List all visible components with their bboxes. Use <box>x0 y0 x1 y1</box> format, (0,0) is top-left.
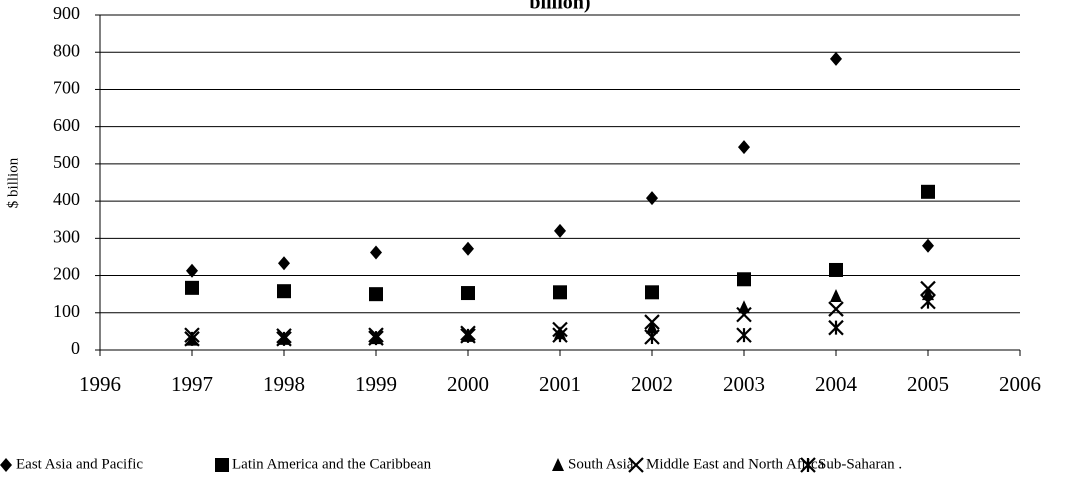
marker <box>828 319 844 336</box>
legend-marker <box>800 457 816 473</box>
legend-marker <box>552 458 564 471</box>
y-tick-label: 500 <box>53 152 80 172</box>
legend-marker <box>215 458 229 472</box>
marker <box>646 191 658 206</box>
marker <box>828 301 844 317</box>
marker <box>186 263 198 278</box>
marker <box>278 256 290 271</box>
legend-marker <box>0 458 12 472</box>
y-tick-label: 0 <box>71 338 80 358</box>
marker <box>922 238 934 253</box>
marker <box>737 272 751 287</box>
x-tick-label: 1998 <box>263 372 305 396</box>
x-tick-label: 1996 <box>79 372 121 396</box>
marker <box>553 285 567 300</box>
marker <box>920 280 936 297</box>
y-tick-label: 200 <box>53 264 80 284</box>
y-tick-label: 600 <box>53 115 80 135</box>
marker <box>830 289 842 303</box>
x-tick-label: 2004 <box>815 372 858 396</box>
y-tick-label: 900 <box>53 3 80 23</box>
marker <box>185 280 199 295</box>
legend-label: Latin America and the Caribbean <box>232 456 432 472</box>
marker <box>184 331 200 347</box>
marker <box>736 306 752 323</box>
legend-label: South Asia <box>568 456 634 472</box>
x-tick-label: 1999 <box>355 372 397 396</box>
marker <box>552 327 568 343</box>
marker <box>644 314 660 330</box>
marker <box>922 287 934 301</box>
x-tick-label: 2000 <box>447 372 489 396</box>
legend-label: East Asia and Pacific <box>16 456 143 472</box>
marker <box>920 293 936 310</box>
marker <box>276 331 292 347</box>
marker <box>461 286 475 301</box>
marker <box>462 241 474 256</box>
y-tick-label: 300 <box>53 226 80 246</box>
marker <box>460 328 476 344</box>
marker <box>829 262 843 277</box>
marker <box>736 327 752 343</box>
y-tick-label: 100 <box>53 301 80 321</box>
y-axis-label: $ billion <box>5 157 21 208</box>
marker <box>368 330 384 346</box>
marker <box>644 329 660 345</box>
y-tick-label: 700 <box>53 78 80 98</box>
legend-label: Sub-Saharan . <box>818 456 902 472</box>
marker <box>830 51 842 66</box>
marker <box>738 300 750 314</box>
legend-label: Middle East and North Africa <box>646 456 825 472</box>
marker <box>369 287 383 302</box>
x-tick-label: 2001 <box>539 372 581 396</box>
marker <box>277 284 291 299</box>
x-tick-label: 2006 <box>999 372 1041 396</box>
x-tick-label: 2005 <box>907 372 949 396</box>
marker <box>921 184 935 199</box>
marker <box>738 140 750 155</box>
x-tick-label: 2002 <box>631 372 673 396</box>
y-tick-label: 400 <box>53 189 80 209</box>
marker <box>645 285 659 300</box>
legend-marker <box>628 457 644 473</box>
x-tick-label: 2003 <box>723 372 765 396</box>
marker <box>646 320 658 334</box>
chart-title: billion) <box>529 0 590 14</box>
marker <box>370 245 382 260</box>
y-tick-label: 800 <box>53 40 80 60</box>
x-tick-label: 1997 <box>171 372 213 396</box>
marker <box>554 223 566 238</box>
